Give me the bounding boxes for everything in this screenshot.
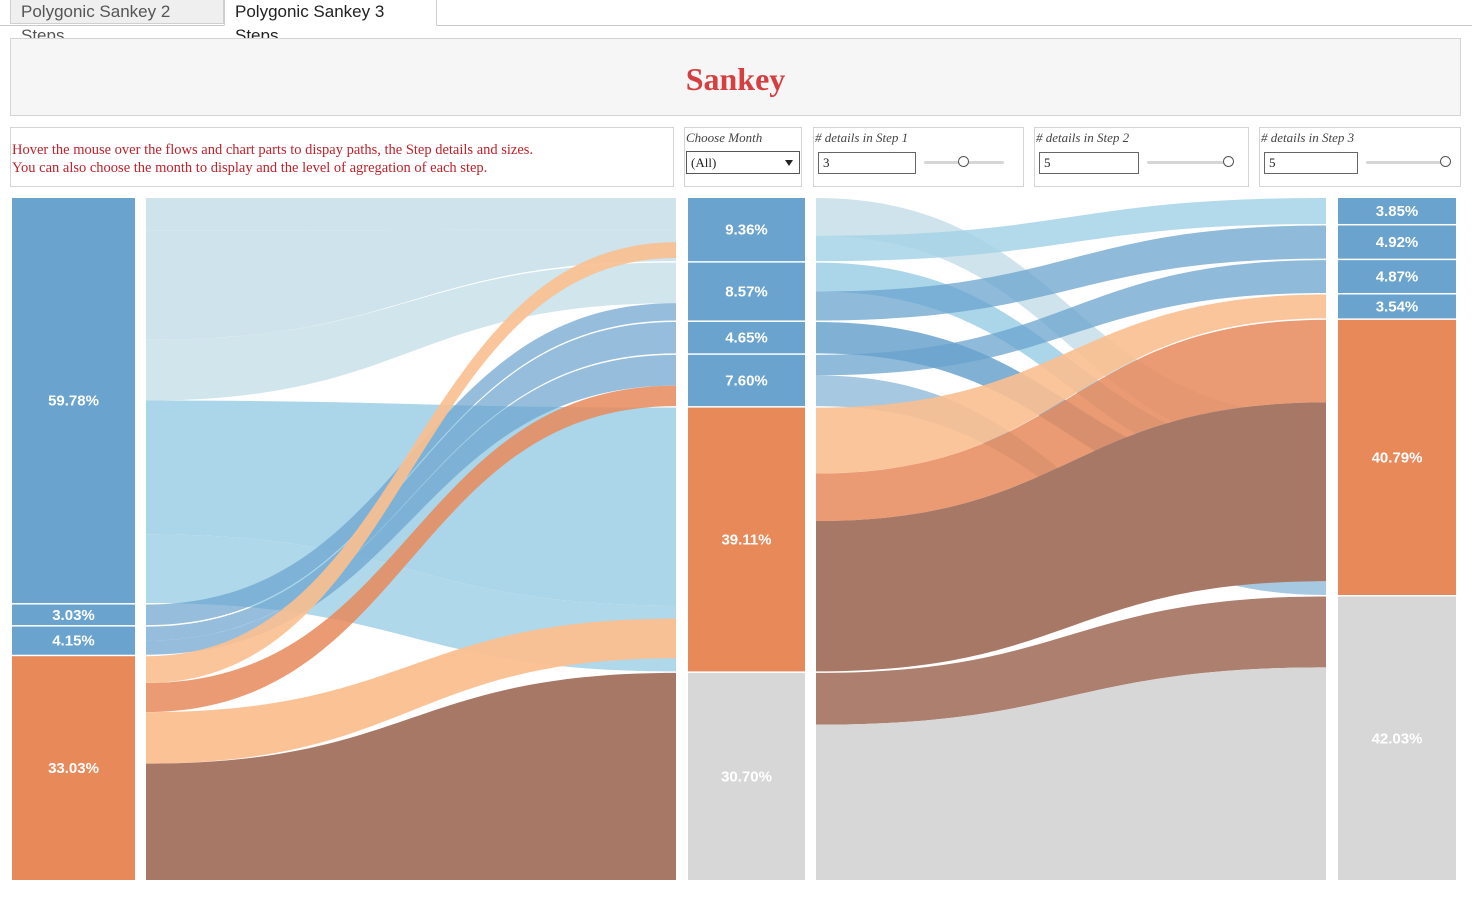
step1-bar-label-2: 3.03% [52, 607, 95, 624]
month-filter: Choose Month (All) [684, 127, 802, 187]
sankey-flow-step2-6[interactable] [816, 260, 1326, 376]
step2-bar-6[interactable] [688, 672, 805, 880]
step3-bar-5[interactable] [1338, 319, 1456, 596]
sankey-flow-step2-9[interactable] [816, 319, 1326, 522]
step2-input[interactable]: 5 [1039, 152, 1139, 174]
step1-slider-handle[interactable] [958, 156, 969, 167]
tab-bar: Polygonic Sankey 2 Steps Polygonic Sanke… [0, 0, 1472, 45]
sankey-flow-step1-7[interactable] [146, 321, 676, 641]
step2-bar-1[interactable] [688, 198, 805, 262]
step3-bar-3[interactable] [1338, 260, 1456, 294]
sankey-flow-step1-1[interactable] [146, 198, 676, 231]
month-select-value: (All) [691, 155, 717, 170]
step3-bar-label-4: 3.54% [1376, 298, 1419, 315]
sankey-flow-step2-4[interactable] [816, 225, 1326, 321]
step1-bar-2[interactable] [12, 604, 135, 626]
step1-bar-1[interactable] [12, 198, 135, 604]
step2-bar-label-6: 30.70% [721, 768, 772, 785]
step3-bar-label-2: 4.92% [1376, 234, 1419, 251]
flows-step1-to-step2 [146, 198, 676, 880]
step2-bar-label-3: 4.65% [725, 330, 768, 347]
step1-parameter: # details in Step 1 3 [813, 127, 1024, 187]
step3-bar-1[interactable] [1338, 198, 1456, 224]
month-filter-label: Choose Month [686, 130, 763, 145]
step1-bar-3[interactable] [12, 626, 135, 655]
step1-bar-4[interactable] [12, 656, 135, 880]
chevron-down-icon[interactable] [785, 160, 793, 166]
page-title: Sankey [685, 61, 786, 97]
month-select[interactable]: (All) [686, 151, 800, 174]
step1-parameter-label: # details in Step 1 [815, 130, 909, 145]
step1-input[interactable]: 3 [818, 152, 916, 174]
title-panel: Sankey [10, 38, 1461, 116]
sankey-flow-step1-10[interactable] [146, 385, 676, 713]
step2-slider-handle[interactable] [1223, 156, 1234, 167]
step3-bar-2[interactable] [1338, 225, 1456, 259]
step1-bar-label-4: 33.03% [48, 760, 99, 777]
sankey-flow-step1-11[interactable] [146, 618, 676, 764]
step3-slider-track[interactable] [1366, 161, 1446, 164]
step3-bar-6[interactable] [1338, 596, 1456, 880]
step2-bar-label-1: 9.36% [725, 222, 768, 239]
step3-parameter: # details in Step 3 5 [1259, 127, 1461, 187]
step3-bar-label-5: 40.79% [1372, 449, 1423, 466]
step2-bar-label-2: 8.57% [725, 284, 768, 301]
step-bars: 59.78% 3.03% 4.15% 33.03% 9.36% 8.57% 4.65% 7.6… [12, 198, 1456, 880]
step3-bar-label-6: 42.03% [1372, 730, 1423, 747]
step3-bar-label-1: 3.85% [1376, 203, 1419, 220]
sankey-flow-step1-12[interactable] [146, 672, 676, 880]
step2-bar-5[interactable] [688, 407, 805, 672]
instructions-panel: Hover the mouse over the flows and chart… [10, 127, 674, 187]
instructions-line-1: Hover the mouse over the flows and chart… [12, 142, 534, 158]
sankey-flow-step2-10[interactable] [816, 402, 1326, 672]
sankey-flow-step2-12[interactable] [816, 667, 1326, 880]
step3-bar-4[interactable] [1338, 294, 1456, 319]
sankey-flow-step1-8[interactable] [146, 354, 676, 655]
step2-bar-2[interactable] [688, 262, 805, 321]
step2-parameter-label: # details in Step 2 [1036, 130, 1130, 145]
sankey-flow-step2-2[interactable] [816, 198, 1326, 262]
sankey-flow-step2-11[interactable] [816, 596, 1326, 725]
sankey-flow-step2-8[interactable] [816, 294, 1326, 474]
instructions-line-2: You can also choose the month to display… [12, 160, 488, 176]
step1-bar-label-3: 4.15% [52, 633, 95, 650]
step2-bar-label-4: 7.60% [725, 372, 768, 389]
step3-input[interactable]: 5 [1264, 152, 1358, 174]
step2-bar-4[interactable] [688, 354, 805, 407]
step2-bar-label-5: 39.11% [721, 531, 771, 548]
step3-parameter-label: # details in Step 3 [1261, 130, 1355, 145]
step2-slider-track[interactable] [1147, 161, 1229, 164]
step1-bar-label-1: 59.78% [48, 393, 99, 410]
sankey-flow-step1-2[interactable] [146, 229, 676, 340]
step3-bar-label-3: 4.87% [1376, 269, 1419, 286]
flows-step2-to-step3 [816, 198, 1326, 880]
step2-bar-3[interactable] [688, 321, 805, 354]
step3-slider-handle[interactable] [1440, 156, 1451, 167]
step2-parameter: # details in Step 2 5 [1034, 127, 1249, 187]
sankey-flow-step1-9[interactable] [146, 242, 676, 684]
